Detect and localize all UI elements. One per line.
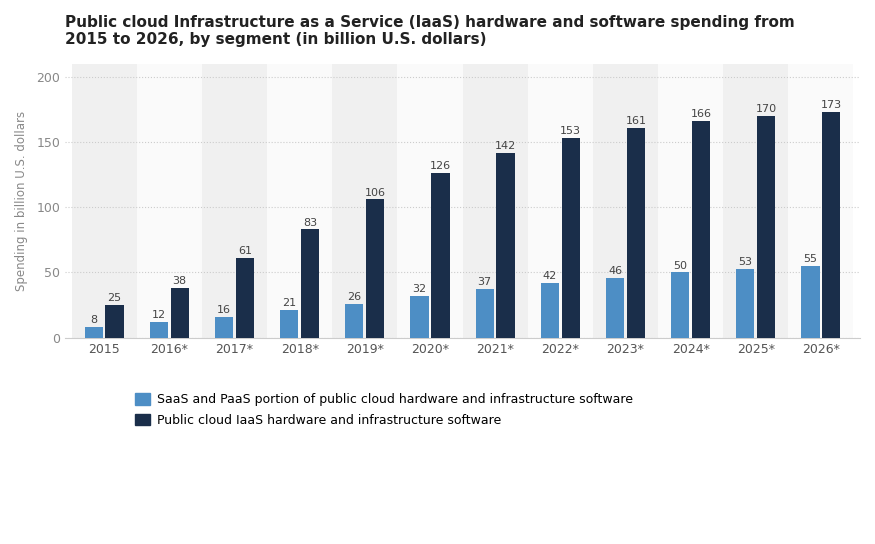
Text: 26: 26 bbox=[347, 292, 361, 302]
Bar bbox=[757, 116, 775, 338]
Bar bbox=[463, 64, 528, 338]
Bar bbox=[136, 64, 202, 338]
Bar bbox=[671, 273, 690, 338]
Text: 50: 50 bbox=[673, 261, 687, 270]
Text: 106: 106 bbox=[365, 188, 386, 197]
Text: 42: 42 bbox=[542, 271, 557, 281]
Text: 126: 126 bbox=[430, 162, 451, 171]
Bar bbox=[301, 230, 319, 338]
Text: 46: 46 bbox=[608, 266, 622, 276]
Text: 142: 142 bbox=[495, 140, 516, 151]
Bar bbox=[171, 288, 189, 338]
Bar bbox=[723, 64, 788, 338]
Text: 25: 25 bbox=[108, 293, 122, 303]
Bar bbox=[346, 304, 363, 338]
Text: 38: 38 bbox=[172, 276, 186, 286]
Bar bbox=[397, 64, 463, 338]
Text: 8: 8 bbox=[90, 316, 97, 325]
Text: 32: 32 bbox=[412, 284, 427, 294]
Bar bbox=[150, 322, 168, 338]
Text: 37: 37 bbox=[478, 277, 492, 287]
Bar bbox=[410, 296, 429, 338]
Bar bbox=[332, 64, 397, 338]
Text: 153: 153 bbox=[560, 126, 581, 136]
Bar bbox=[202, 64, 267, 338]
Bar bbox=[106, 305, 123, 338]
Bar bbox=[541, 283, 559, 338]
Text: 166: 166 bbox=[690, 109, 711, 119]
Bar bbox=[562, 138, 580, 338]
Bar bbox=[496, 152, 514, 338]
Bar bbox=[788, 64, 853, 338]
Bar bbox=[528, 64, 593, 338]
Text: 16: 16 bbox=[217, 305, 231, 315]
Bar bbox=[736, 269, 754, 338]
Bar bbox=[476, 289, 494, 338]
Bar bbox=[802, 266, 820, 338]
Bar bbox=[235, 258, 254, 338]
Bar bbox=[593, 64, 658, 338]
Bar bbox=[692, 121, 710, 338]
Text: 61: 61 bbox=[238, 246, 252, 256]
Text: 55: 55 bbox=[803, 254, 817, 264]
Bar bbox=[431, 174, 450, 338]
Text: 161: 161 bbox=[626, 116, 647, 126]
Text: 83: 83 bbox=[303, 218, 317, 227]
Bar bbox=[72, 64, 136, 338]
Bar bbox=[215, 317, 233, 338]
Text: 12: 12 bbox=[152, 310, 166, 320]
Bar bbox=[626, 128, 645, 338]
Text: 173: 173 bbox=[821, 100, 842, 110]
Text: 53: 53 bbox=[738, 257, 752, 267]
Bar bbox=[267, 64, 332, 338]
Bar bbox=[85, 327, 103, 338]
Legend: SaaS and PaaS portion of public cloud hardware and infrastructure software, Publ: SaaS and PaaS portion of public cloud ha… bbox=[135, 393, 634, 426]
Text: 21: 21 bbox=[282, 298, 297, 308]
Bar bbox=[280, 310, 298, 338]
Bar bbox=[822, 112, 841, 338]
Y-axis label: Spending in billion U.S. dollars: Spending in billion U.S. dollars bbox=[15, 111, 28, 291]
Bar bbox=[658, 64, 723, 338]
Text: 170: 170 bbox=[756, 104, 777, 114]
Text: Public cloud Infrastructure as a Service (IaaS) hardware and software spending f: Public cloud Infrastructure as a Service… bbox=[65, 15, 795, 47]
Bar bbox=[366, 200, 384, 338]
Bar bbox=[606, 277, 624, 338]
